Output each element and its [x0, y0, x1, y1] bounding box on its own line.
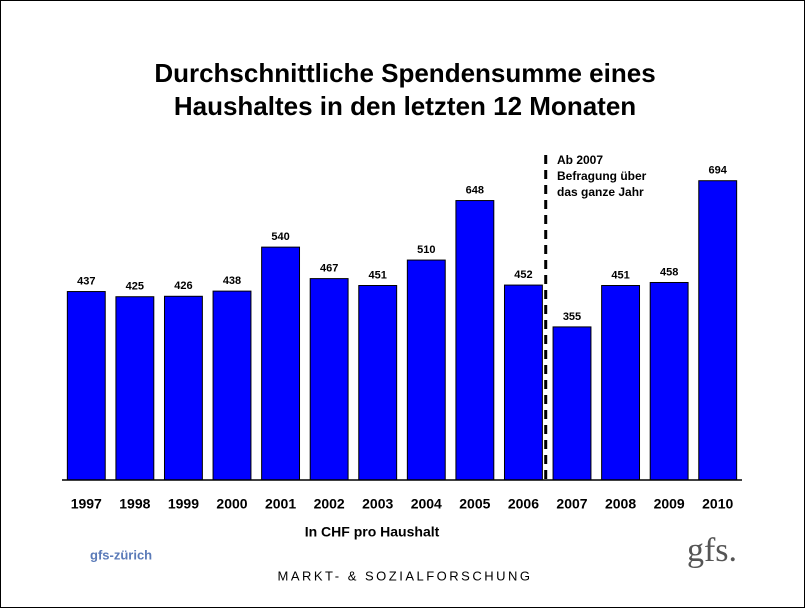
x-tick-label: 2001: [265, 496, 296, 512]
value-label: 355: [563, 311, 581, 323]
bar: [698, 180, 738, 481]
bar: [503, 284, 543, 481]
bar: [261, 246, 301, 481]
bar: [212, 290, 252, 481]
value-label: 510: [417, 244, 435, 256]
bar: [163, 295, 203, 481]
bar: [552, 326, 592, 481]
bar: [649, 281, 689, 481]
annotation: Befragung über: [557, 169, 647, 183]
bar: [115, 296, 155, 481]
x-axis-label: In CHF pro Haushalt: [305, 524, 440, 540]
x-tick-label: 1997: [71, 496, 102, 512]
bar: [66, 291, 106, 481]
value-label: 694: [709, 165, 728, 177]
annotation: das ganze Jahr: [557, 185, 644, 199]
x-tick-label: 2008: [605, 496, 636, 512]
bar: [358, 285, 398, 481]
x-tick-label: 2004: [411, 496, 442, 512]
x-tick-label: 2009: [654, 496, 685, 512]
x-tick-label: 2007: [556, 496, 587, 512]
footer-center: MARKT- & SOZIALFORSCHUNG: [277, 568, 532, 583]
value-label: 438: [223, 275, 241, 287]
chart-title: Haushaltes in den letzten 12 Monaten: [174, 91, 636, 121]
footer-left: gfs-zürich: [90, 547, 152, 562]
bar: [309, 278, 349, 481]
value-label: 437: [77, 275, 95, 287]
bar: [455, 200, 495, 481]
x-tick-label: 1999: [168, 496, 199, 512]
bar: [601, 285, 641, 481]
x-tick-label: 1998: [119, 496, 150, 512]
x-tick-label: 2000: [216, 496, 247, 512]
value-label: 467: [320, 263, 338, 275]
value-label: 451: [369, 269, 387, 281]
logo: gfs.: [687, 532, 737, 569]
value-label: 540: [271, 231, 289, 243]
chart-title: Durchschnittliche Spendensumme eines: [154, 58, 655, 88]
annotation: Ab 2007: [557, 153, 603, 167]
x-tick-label: 2010: [702, 496, 733, 512]
x-tick-label: 2005: [459, 496, 490, 512]
x-tick-label: 2003: [362, 496, 393, 512]
value-label: 458: [660, 266, 678, 278]
value-label: 452: [514, 269, 532, 281]
value-label: 426: [174, 280, 192, 292]
value-label: 648: [466, 184, 484, 196]
x-tick-label: 2006: [508, 496, 539, 512]
bar: [406, 259, 446, 481]
x-tick-label: 2002: [314, 496, 345, 512]
value-label: 425: [126, 281, 144, 293]
value-label: 451: [611, 269, 629, 281]
